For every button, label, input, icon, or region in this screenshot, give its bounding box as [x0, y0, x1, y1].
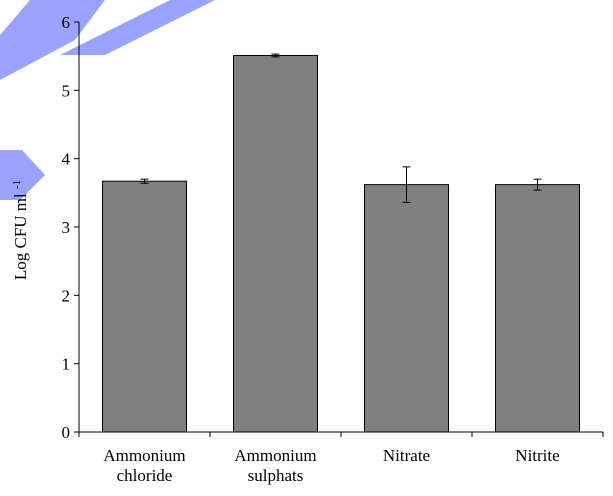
x-tick-label-line: Ammonium — [234, 446, 316, 465]
bars-layer — [102, 54, 580, 433]
background-decoration — [0, 0, 215, 200]
x-tick-label-line: Nitrate — [383, 446, 430, 465]
y-tick-label-1: 1 — [62, 355, 71, 374]
x-tick-label-line: Nitrite — [515, 446, 559, 465]
x-tick-label-2: Ammonium sulphats — [234, 446, 316, 485]
x-tick-label-line: chloride — [117, 466, 173, 485]
y-tick-label-0: 0 — [62, 423, 71, 442]
y-axis-label: Log CFU ml -1 — [11, 180, 30, 280]
bar-2 — [233, 54, 318, 433]
x-tick-label-3: Nitrate — [383, 446, 430, 465]
decoration-band-2 — [60, 0, 215, 55]
decoration-band-1 — [0, 0, 105, 80]
y-tick-label-4: 4 — [62, 150, 71, 169]
y-tick-label-6: 6 — [62, 13, 71, 32]
bar-3 — [364, 184, 449, 433]
x-tick-label-4: Nitrite — [515, 446, 559, 465]
x-tick-label-line: sulphats — [248, 466, 304, 485]
x-tick-label-1: Ammonium chloride — [103, 446, 185, 485]
error-bars-layer — [140, 53, 542, 203]
decoration-band-3 — [0, 150, 45, 200]
x-tick-label-line: Ammonium — [103, 446, 185, 465]
y-tick-label-2: 2 — [62, 286, 71, 305]
bar-4 — [495, 184, 580, 433]
y-axis-label-superscript: -1 — [11, 180, 23, 189]
bar-1 — [102, 180, 187, 433]
axes-layer — [74, 21, 604, 437]
y-tick-label-3: 3 — [62, 218, 71, 237]
y-axis-label-text: Log CFU ml — [11, 193, 30, 280]
y-tick-label-5: 5 — [62, 81, 71, 100]
